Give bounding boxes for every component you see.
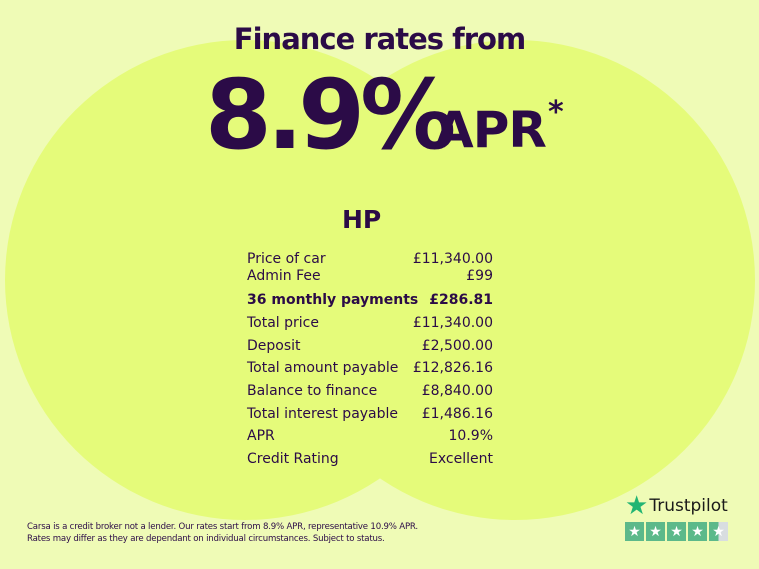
disclaimer-line: Rates may differ as they are dependant o… [27, 534, 385, 544]
table-row: APR 10.9% [247, 425, 493, 448]
table-row: Total price £11,340.00 [247, 312, 493, 335]
disclaimer: Carsa is a credit broker not a lender. O… [27, 521, 418, 545]
star-icon: ★ [625, 522, 644, 541]
table-row: 36 monthly payments £286.81 [247, 289, 493, 312]
row-label: Credit Rating [247, 451, 339, 468]
row-label: Price of car [247, 251, 326, 267]
product-title: HP [342, 205, 382, 234]
row-label: 36 monthly payments [247, 292, 419, 308]
row-label: Total price [247, 315, 319, 331]
table-row: Price of car £11,340.00 [247, 251, 493, 268]
trustpilot-name: Trustpilot [649, 496, 728, 516]
rate-value: 8.9% [205, 59, 456, 171]
background-circle-right [275, 40, 755, 520]
star-icon: ★ [625, 491, 649, 521]
table-row: Balance to finance £8,840.00 [247, 380, 493, 403]
star-icon: ★ [688, 522, 707, 541]
row-value: Excellent [429, 451, 493, 468]
rate-suffix: APR [435, 101, 547, 159]
trustpilot-logo: ★ Trustpilot [625, 493, 728, 519]
asterisk: * [548, 95, 564, 130]
row-value: £11,340.00 [412, 315, 493, 331]
row-value: £12,826.16 [412, 360, 493, 377]
table-row: Credit Rating Excellent [247, 448, 493, 471]
row-value: £11,340.00 [412, 251, 493, 267]
row-label: Total interest payable [247, 405, 399, 422]
row-value: £286.81 [429, 292, 493, 308]
half-star-icon: ★ [709, 522, 728, 541]
table-row: Admin Fee £99 [247, 268, 493, 285]
row-label: APR [247, 428, 275, 445]
trustpilot-badge: ★ Trustpilot ★ ★ ★ ★ ★ [625, 493, 728, 541]
row-value: 10.9% [448, 428, 493, 445]
finance-table: Price of car £11,340.00 Admin Fee £99 36 m… [247, 251, 493, 471]
star-icon: ★ [646, 522, 665, 541]
headline: Finance rates from [233, 22, 526, 56]
row-label: Total amount payable [247, 360, 399, 377]
row-label: Balance to finance [247, 383, 378, 400]
table-row: Total amount payable £12,826.16 [247, 357, 493, 380]
row-value: £1,486.16 [421, 405, 493, 422]
disclaimer-line: Carsa is a credit broker not a lender. O… [27, 522, 418, 532]
table-row: Deposit £2,500.00 [247, 335, 493, 358]
row-value: £99 [466, 268, 493, 284]
row-value: £8,840.00 [421, 383, 493, 400]
row-label: Deposit [247, 337, 301, 354]
star-icon: ★ [667, 522, 686, 541]
row-value: £2,500.00 [421, 337, 493, 354]
trustpilot-rating: ★ ★ ★ ★ ★ [625, 522, 728, 541]
row-label: Admin Fee [247, 268, 321, 284]
table-row: Total interest payable £1,486.16 [247, 403, 493, 426]
